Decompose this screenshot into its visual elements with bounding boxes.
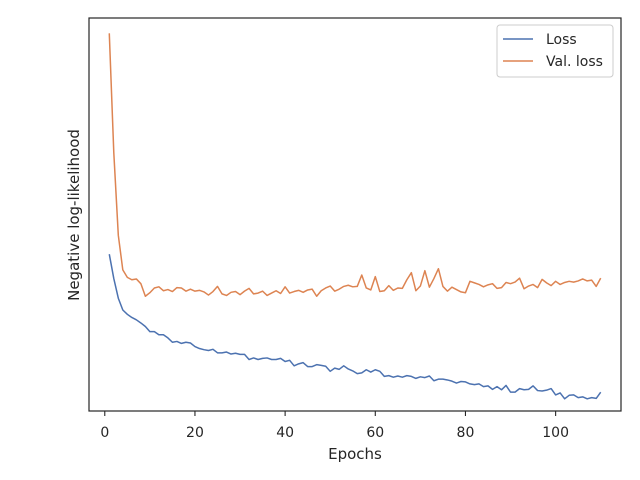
x-tick-label: 0 bbox=[100, 425, 109, 441]
x-axis-ticks: 0 20 40 60 80 100 bbox=[100, 411, 569, 441]
series-layer bbox=[108, 33, 602, 400]
legend: Loss Val. loss bbox=[496, 24, 614, 78]
y-axis-label: Negative log-likelihood bbox=[65, 129, 83, 301]
legend-box bbox=[496, 24, 614, 78]
x-tick-label: 40 bbox=[276, 425, 294, 441]
x-tick-label: 80 bbox=[457, 425, 475, 441]
x-tick-label: 60 bbox=[366, 425, 384, 441]
x-tick-label: 100 bbox=[542, 425, 569, 441]
legend-label-loss: Loss bbox=[546, 32, 577, 48]
plot-frame bbox=[88, 17, 622, 412]
x-axis-label: Epochs bbox=[328, 445, 382, 463]
series-line-loss bbox=[108, 254, 602, 400]
plot-area bbox=[89, 18, 621, 411]
series-line-val-loss bbox=[108, 33, 602, 297]
x-tick-label: 20 bbox=[186, 425, 204, 441]
legend-label-val-loss: Val. loss bbox=[546, 54, 603, 70]
